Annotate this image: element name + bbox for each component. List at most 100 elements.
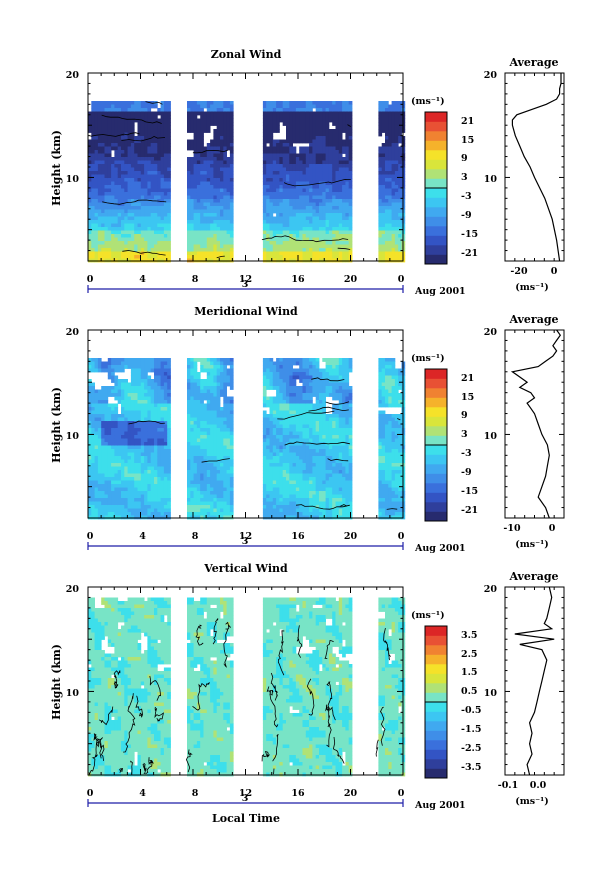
heatmap-cell: [345, 241, 350, 245]
heatmap-cell: [216, 178, 221, 182]
heatmap-cell: [91, 153, 95, 158]
heatmap-cell: [144, 358, 148, 362]
heatmap-cell: [94, 234, 99, 238]
heatmap-cell: [167, 122, 171, 126]
heatmap-cell: [137, 456, 142, 460]
heatmap-cell: [137, 442, 142, 446]
heatmap-cell: [160, 505, 165, 509]
heatmap-cell: [229, 248, 234, 252]
heatmap-cell: [348, 248, 353, 252]
heatmap-cell: [104, 153, 109, 158]
heatmap-cell: [203, 251, 208, 256]
heatmap-cell: [328, 192, 333, 196]
heatmap-cell: [107, 255, 112, 259]
heatmap-cell: [101, 431, 105, 436]
heatmap-cell: [302, 199, 307, 203]
heatmap-cell: [394, 202, 399, 207]
heatmap-cell: [322, 150, 326, 154]
heatmap-cell: [338, 146, 343, 151]
heatmap-cell: [335, 160, 340, 165]
heatmap-cell: [391, 146, 396, 151]
heatmap-cell: [193, 178, 198, 182]
heatmap-cell: [101, 237, 105, 242]
heatmap-cell: [299, 132, 303, 137]
heatmap-cell: [203, 157, 208, 161]
heatmap-cell: [160, 358, 165, 362]
heatmap-cell: [163, 494, 168, 499]
heatmap-cell: [200, 442, 204, 446]
heatmap-cell: [111, 480, 115, 485]
heatmap-cell: [160, 421, 165, 425]
heatmap-cell: [114, 185, 119, 189]
heatmap-cell: [111, 132, 115, 137]
heatmap-cell: [266, 188, 270, 193]
heatmap-cell: [309, 171, 313, 175]
heatmap-cell: [279, 255, 284, 259]
heatmap-cell: [150, 386, 155, 390]
heatmap-cell: [279, 206, 284, 210]
heatmap-cell: [117, 167, 122, 172]
heatmap-cell: [229, 167, 234, 172]
heatmap-cell: [134, 223, 138, 228]
heatmap-cell: [322, 248, 326, 252]
heatmap-cell: [266, 118, 270, 123]
heatmap-cell: [210, 199, 214, 203]
heatmap-cell: [398, 167, 402, 172]
heatmap-cell: [88, 220, 92, 224]
heatmap-cell: [88, 157, 92, 161]
heatmap-cell: [319, 237, 323, 242]
heatmap-cell: [328, 143, 333, 147]
heatmap-cell: [163, 487, 168, 492]
heatmap-cell: [107, 234, 112, 238]
heatmap-cell: [272, 160, 277, 165]
heatmap-cell: [134, 108, 138, 112]
heatmap-cell: [130, 248, 135, 252]
heatmap-cell: [394, 160, 399, 165]
heatmap-cell: [206, 101, 211, 105]
heatmap-cell: [124, 237, 128, 242]
heatmap-cell: [150, 501, 155, 506]
heatmap-cell: [190, 174, 194, 179]
heatmap-cell: [279, 167, 284, 172]
heatmap-cell: [114, 125, 119, 130]
heatmap-cell: [111, 414, 115, 418]
heatmap-cell: [94, 153, 99, 158]
heatmap-cell: [266, 160, 270, 165]
heatmap-cell: [124, 452, 128, 457]
heatmap-cell: [163, 442, 168, 446]
heatmap-cell: [150, 379, 155, 383]
heatmap-cell: [193, 213, 198, 217]
heatmap-cell: [312, 139, 317, 144]
heatmap-cell: [332, 255, 336, 259]
heatmap-cell: [229, 223, 234, 228]
heatmap-cell: [94, 143, 99, 147]
heatmap-cell: [213, 146, 218, 151]
heatmap-cell: [299, 220, 303, 224]
heatmap-cell: [200, 512, 204, 516]
heatmap-cell: [398, 174, 402, 179]
heatmap-cell: [289, 150, 293, 154]
heatmap-cell: [127, 473, 132, 478]
heatmap-cell: [160, 129, 165, 133]
heatmap-cell: [213, 160, 218, 165]
heatmap-cell: [187, 368, 191, 373]
heatmap-cell: [378, 248, 383, 252]
heatmap-cell: [345, 164, 350, 168]
heatmap-cell: [104, 463, 109, 467]
heatmap-cell: [187, 498, 191, 502]
heatmap-cell: [345, 234, 350, 238]
heatmap-cell: [193, 248, 198, 252]
heatmap-cell: [101, 498, 105, 502]
colorbar-swatch: [425, 188, 447, 198]
heatmap-cell: [338, 132, 343, 137]
heatmap-cell: [127, 431, 132, 436]
heatmap-cell: [107, 466, 112, 471]
heatmap-cell: [157, 389, 161, 394]
heatmap-cell: [332, 251, 336, 256]
heatmap-cell: [210, 206, 214, 210]
heatmap-cell: [394, 153, 399, 158]
contour-line: [145, 101, 163, 105]
heatmap-cell: [134, 463, 138, 467]
heatmap-cell: [111, 494, 115, 499]
heatmap-cell: [157, 449, 161, 453]
